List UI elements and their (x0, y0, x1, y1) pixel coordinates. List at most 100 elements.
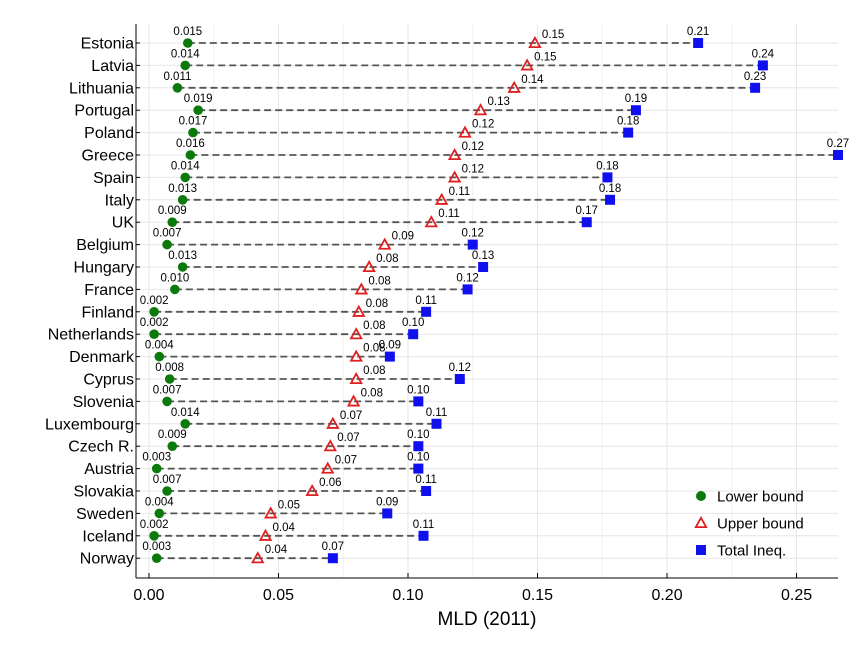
lower-bound-label: 0.015 (173, 26, 202, 38)
legend-lower-bound-marker (696, 491, 706, 501)
total-ineq-marker (413, 396, 424, 407)
upper-bound-label: 0.15 (534, 51, 556, 63)
lower-bound-marker (154, 508, 165, 519)
lower-bound-label: 0.002 (140, 295, 169, 307)
upper-bound-marker (320, 461, 335, 474)
total-ineq-label: 0.27 (827, 138, 849, 150)
lower-bound-label: 0.011 (163, 71, 191, 83)
total-ineq-marker (750, 82, 761, 93)
lower-bound-label: 0.017 (179, 116, 208, 128)
total-ineq-label: 0.11 (426, 407, 448, 419)
total-ineq-marker (693, 38, 704, 48)
x-axis-title: MLD (2011) (438, 609, 537, 630)
upper-bound-marker (447, 147, 462, 161)
lower-bound-marker (185, 150, 196, 160)
lower-bound-label: 0.014 (171, 407, 200, 419)
legend-label: Total Ineq. (717, 543, 786, 560)
legend-total-ineq-marker (696, 545, 706, 555)
data-labels: 0.015 0.15 0.21 0.014 0.15 0.24 0.011 0.14 0.23 0… (140, 26, 849, 556)
upper-bound-marker (251, 551, 265, 564)
upper-bound-label: 0.07 (340, 410, 362, 422)
y-tick-label: Hungary (74, 260, 134, 277)
total-ineq-marker (581, 217, 592, 228)
total-ineq-label: 0.11 (415, 474, 437, 486)
lower-bound-marker (162, 239, 172, 250)
lower-bound-marker (180, 419, 191, 429)
upper-bound-marker (458, 125, 472, 138)
lower-bound-marker (151, 553, 162, 563)
upper-bound-marker (377, 237, 392, 250)
lower-bound-marker (167, 217, 178, 227)
lower-bound-label: 0.014 (171, 160, 200, 172)
total-ineq-label: 0.10 (407, 429, 429, 441)
upper-bound-marker (258, 528, 273, 541)
lower-bound-label: 0.003 (142, 452, 171, 464)
y-tick-label: Slovakia (74, 484, 135, 501)
lower-bound-label: 0.007 (153, 228, 182, 240)
upper-bound-marker (349, 371, 363, 385)
upper-bound-label: 0.12 (472, 119, 494, 131)
total-ineq-label: 0.24 (752, 48, 775, 60)
y-tick-label: Latvia (91, 58, 134, 75)
total-ineq-label: 0.12 (462, 228, 484, 240)
upper-bound-marker (349, 327, 363, 340)
lower-bound-label: 0.009 (158, 429, 187, 441)
lower-bound-marker (162, 396, 172, 407)
lower-bound-marker (149, 329, 159, 340)
y-tick-label: Czech R. (68, 439, 134, 456)
total-ineq-marker (418, 530, 429, 541)
y-tick-label: Luxembourg (45, 416, 134, 433)
lower-bound-marker (180, 60, 191, 71)
upper-bound-label: 0.07 (335, 455, 357, 467)
upper-bound-label: 0.06 (319, 477, 341, 489)
upper-bound-label: 0.05 (278, 499, 300, 511)
upper-bound-label: 0.15 (542, 29, 564, 41)
y-tick-label: Estonia (81, 36, 134, 53)
total-ineq-label: 0.18 (599, 183, 621, 195)
upper-bound-label: 0.11 (438, 208, 460, 220)
total-ineq-label: 0.23 (744, 71, 766, 83)
total-ineq-label: 0.17 (576, 205, 598, 217)
y-tick-label: Sweden (76, 506, 134, 523)
lower-bound-label: 0.004 (145, 340, 174, 352)
total-ineq-label: 0.09 (379, 340, 401, 352)
y-tick-label: Slovenia (73, 394, 134, 411)
upper-bound-marker (528, 35, 542, 49)
lower-bound-label: 0.002 (140, 317, 169, 329)
upper-bound-marker (346, 394, 361, 407)
lower-bound-marker (180, 172, 191, 183)
upper-bound-marker (354, 282, 369, 295)
x-tick-label: 0.20 (651, 587, 682, 604)
total-ineq-label: 0.12 (456, 272, 478, 284)
data-markers (149, 35, 843, 564)
total-ineq-label: 0.21 (687, 26, 709, 38)
upper-bound-marker (362, 259, 376, 273)
total-ineq-marker (605, 194, 616, 205)
lower-bound-marker (183, 38, 193, 48)
upper-bound-marker (352, 304, 366, 317)
lower-bound-marker (149, 531, 159, 541)
upper-bound-label: 0.04 (273, 522, 296, 534)
lower-bound-marker (162, 486, 172, 496)
total-ineq-marker (630, 105, 641, 116)
upper-bound-marker (263, 506, 278, 519)
total-ineq-marker (462, 284, 473, 295)
upper-bound-label: 0.14 (521, 74, 544, 86)
upper-bound-label: 0.08 (363, 365, 385, 377)
lower-bound-label: 0.002 (140, 519, 169, 531)
upper-bound-marker (434, 192, 449, 205)
lower-bound-marker (177, 262, 188, 272)
lower-bound-label: 0.009 (158, 205, 187, 217)
x-tick-label: 0.10 (392, 587, 423, 604)
lower-bound-label: 0.003 (142, 541, 171, 553)
total-ineq-marker (384, 351, 395, 362)
lower-bound-marker (151, 463, 162, 474)
lower-bound-marker (164, 374, 175, 384)
upper-bound-label: 0.11 (449, 186, 471, 198)
upper-bound-label: 0.07 (337, 432, 359, 444)
y-tick-label: Finland (82, 304, 134, 321)
y-tick-label: Norway (80, 551, 134, 568)
total-ineq-label: 0.10 (402, 317, 424, 329)
lower-bound-marker (167, 441, 178, 452)
